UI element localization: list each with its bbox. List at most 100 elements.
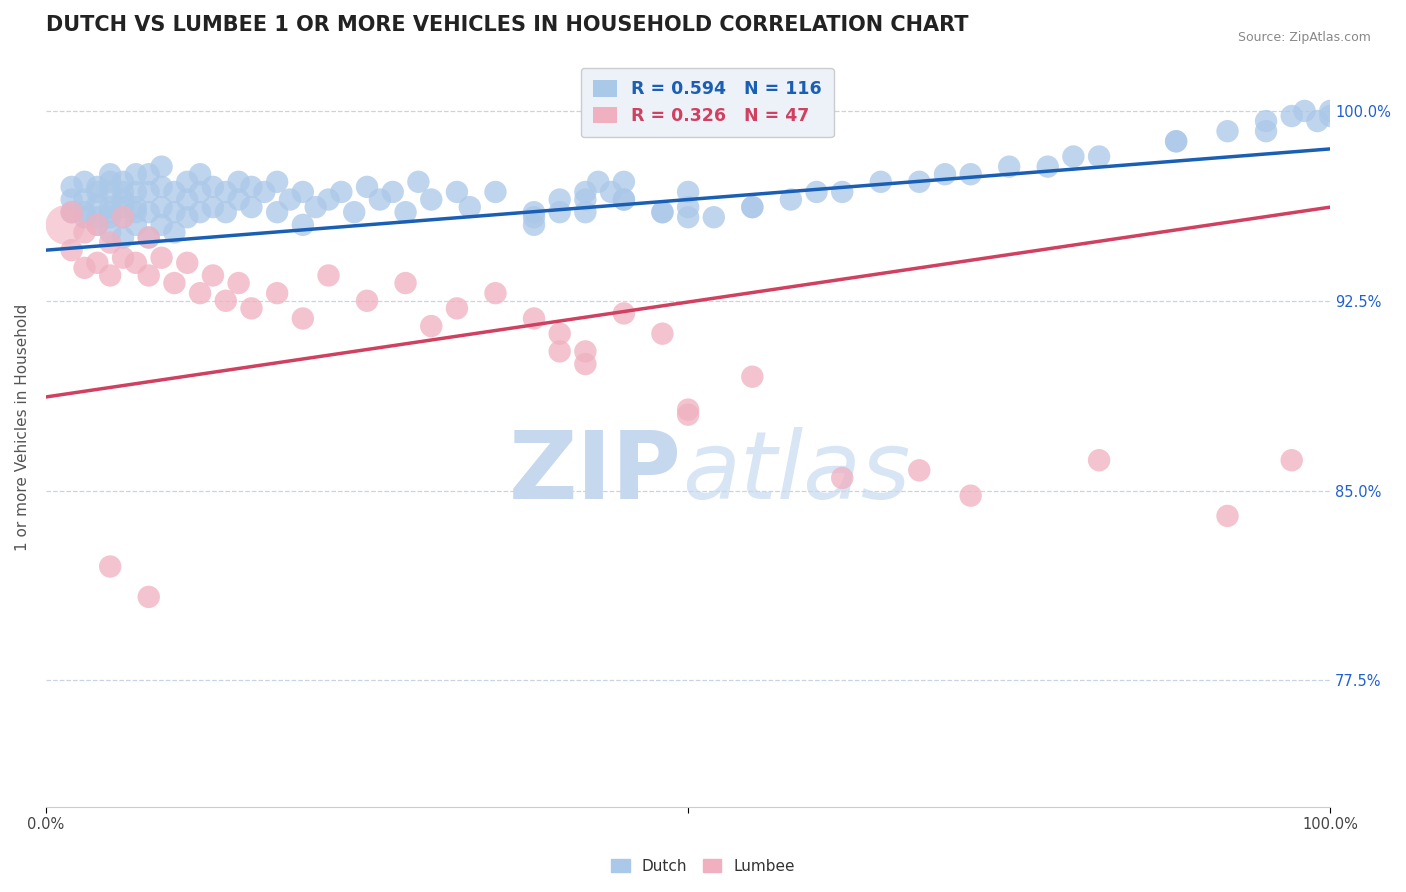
Point xyxy=(73,226,96,240)
Point xyxy=(548,193,571,207)
Point xyxy=(741,369,763,384)
Point xyxy=(959,489,981,503)
Point xyxy=(60,205,83,219)
Point xyxy=(163,226,186,240)
Point xyxy=(330,185,353,199)
Point xyxy=(112,193,135,207)
Point xyxy=(163,276,186,290)
Point xyxy=(163,205,186,219)
Point xyxy=(908,175,931,189)
Point xyxy=(53,218,76,232)
Point xyxy=(831,185,853,199)
Point xyxy=(446,185,468,199)
Point xyxy=(98,235,121,250)
Point xyxy=(86,185,108,199)
Point xyxy=(112,211,135,225)
Point xyxy=(651,205,673,219)
Point xyxy=(318,268,340,283)
Point xyxy=(112,211,135,225)
Point xyxy=(394,205,416,219)
Point xyxy=(125,185,148,199)
Point xyxy=(408,175,430,189)
Point xyxy=(138,185,160,199)
Point xyxy=(446,301,468,316)
Point xyxy=(291,218,314,232)
Point xyxy=(1088,149,1111,163)
Point xyxy=(266,205,288,219)
Point xyxy=(574,193,596,207)
Point xyxy=(98,185,121,199)
Point xyxy=(86,256,108,270)
Point xyxy=(112,251,135,265)
Point xyxy=(420,319,443,334)
Y-axis label: 1 or more Vehicles in Household: 1 or more Vehicles in Household xyxy=(15,303,30,551)
Point xyxy=(574,205,596,219)
Point xyxy=(779,193,801,207)
Point xyxy=(112,175,135,189)
Point xyxy=(112,185,135,199)
Point xyxy=(176,193,198,207)
Point xyxy=(86,218,108,232)
Point xyxy=(1281,453,1303,467)
Point xyxy=(278,193,301,207)
Point xyxy=(138,230,160,244)
Point xyxy=(228,276,250,290)
Point xyxy=(651,326,673,341)
Point xyxy=(394,276,416,290)
Point xyxy=(125,167,148,181)
Point xyxy=(176,256,198,270)
Text: ZIP: ZIP xyxy=(509,427,682,519)
Point xyxy=(1166,134,1188,148)
Point xyxy=(548,205,571,219)
Text: Source: ZipAtlas.com: Source: ZipAtlas.com xyxy=(1237,31,1371,45)
Point xyxy=(1281,109,1303,123)
Point xyxy=(266,175,288,189)
Point xyxy=(651,205,673,219)
Point xyxy=(60,243,83,257)
Point xyxy=(138,590,160,604)
Point xyxy=(291,185,314,199)
Point xyxy=(215,205,238,219)
Point xyxy=(676,402,699,417)
Text: atlas: atlas xyxy=(682,427,910,518)
Point xyxy=(343,205,366,219)
Point xyxy=(188,185,211,199)
Point xyxy=(831,471,853,485)
Point xyxy=(201,200,224,214)
Point xyxy=(228,175,250,189)
Point xyxy=(73,211,96,225)
Point xyxy=(676,211,699,225)
Point xyxy=(150,251,173,265)
Point xyxy=(73,205,96,219)
Point xyxy=(150,218,173,232)
Point xyxy=(86,180,108,194)
Point xyxy=(215,185,238,199)
Point xyxy=(548,344,571,359)
Point xyxy=(959,167,981,181)
Point xyxy=(228,193,250,207)
Point xyxy=(201,268,224,283)
Point xyxy=(138,167,160,181)
Point xyxy=(548,326,571,341)
Point xyxy=(125,200,148,214)
Point xyxy=(305,200,328,214)
Point xyxy=(125,205,148,219)
Point xyxy=(869,175,891,189)
Point xyxy=(613,193,636,207)
Point xyxy=(240,180,263,194)
Point xyxy=(484,185,506,199)
Point xyxy=(73,260,96,275)
Point xyxy=(420,193,443,207)
Point xyxy=(240,301,263,316)
Point xyxy=(60,180,83,194)
Point xyxy=(381,185,404,199)
Point xyxy=(253,185,276,199)
Point xyxy=(523,205,546,219)
Point xyxy=(998,160,1021,174)
Point xyxy=(586,175,609,189)
Point xyxy=(741,200,763,214)
Point xyxy=(523,311,546,326)
Point xyxy=(98,268,121,283)
Point xyxy=(60,205,83,219)
Point xyxy=(484,286,506,301)
